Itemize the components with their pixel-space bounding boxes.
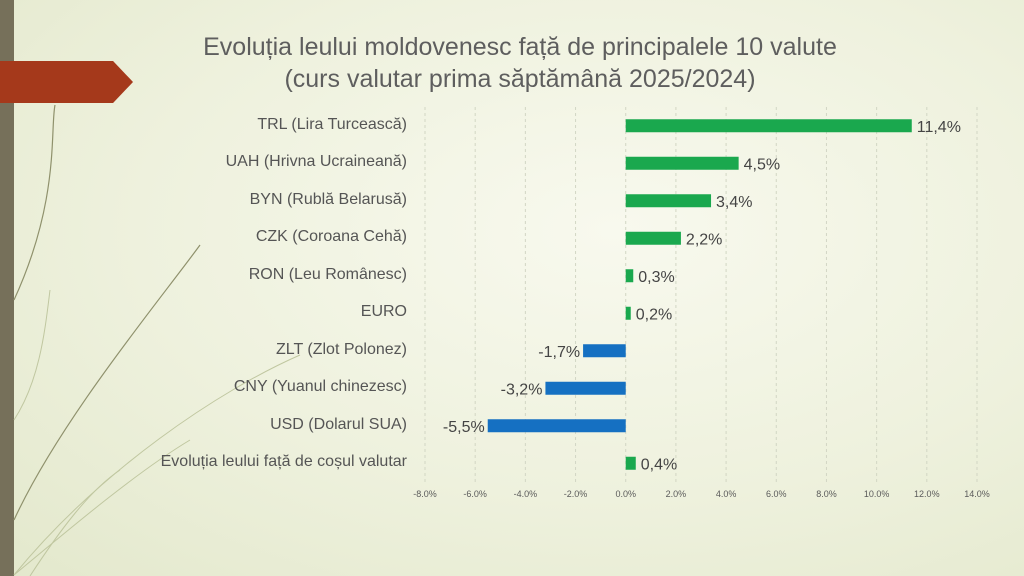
chart-title: Evoluția leului moldovenesc față de prin… xyxy=(203,33,837,61)
decorative-curves xyxy=(13,104,301,576)
category-label: UAH (Hrivna Ucraineană) xyxy=(225,153,407,171)
data-label: 0,3% xyxy=(638,269,674,286)
bar xyxy=(625,194,712,208)
data-label: -5,5% xyxy=(443,419,485,436)
x-tick-label: 8.0% xyxy=(816,489,837,499)
bar xyxy=(487,419,626,433)
category-label: BYN (Rublă Belarusă) xyxy=(249,190,407,208)
title-accent-arrow xyxy=(0,61,133,103)
category-label: ZLT (Zlot Polonez) xyxy=(275,340,407,358)
bar xyxy=(625,269,634,283)
x-tick-label: 4.0% xyxy=(716,489,737,499)
bar xyxy=(625,231,681,245)
data-label: 2,2% xyxy=(686,231,722,248)
x-tick-label: 2.0% xyxy=(666,489,687,499)
x-tick-label: -2.0% xyxy=(564,489,588,499)
category-label: CNY (Yuanul chinezesc) xyxy=(233,378,407,396)
bar xyxy=(545,381,626,395)
data-label: -1,7% xyxy=(538,344,580,361)
x-tick-label: 0.0% xyxy=(615,489,636,499)
data-label: 0,2% xyxy=(636,306,672,323)
data-label: 11,4% xyxy=(917,119,961,136)
chart-subtitle: (curs valutar prima săptămână 2025/2024) xyxy=(284,65,756,93)
data-label: 4,5% xyxy=(744,156,780,173)
x-tick-label: 14.0% xyxy=(964,489,990,499)
data-label: 3,4% xyxy=(716,194,752,211)
category-label: EURO xyxy=(360,303,407,321)
bar xyxy=(625,456,636,470)
x-tick-label: 12.0% xyxy=(914,489,940,499)
x-tick-label: -6.0% xyxy=(463,489,487,499)
x-tick-label: 6.0% xyxy=(766,489,787,499)
category-label: CZK (Coroana Cehă) xyxy=(255,228,407,246)
category-label: RON (Leu Românesc) xyxy=(248,265,407,283)
left-accent-strip xyxy=(0,0,14,576)
data-label: 0,4% xyxy=(641,456,677,473)
x-tick-label: -8.0% xyxy=(413,489,437,499)
x-tick-label: 10.0% xyxy=(864,489,890,499)
bar xyxy=(583,344,626,358)
x-tick-label: -4.0% xyxy=(514,489,538,499)
bar xyxy=(625,156,739,170)
bar xyxy=(625,119,912,133)
bar xyxy=(625,306,631,320)
category-label: TRL (Lira Turcească) xyxy=(257,115,407,133)
category-label: USD (Dolarul SUA) xyxy=(270,415,407,433)
data-label: -3,2% xyxy=(501,381,543,398)
category-label: Evoluția leului față de coșul valutar xyxy=(160,453,407,471)
